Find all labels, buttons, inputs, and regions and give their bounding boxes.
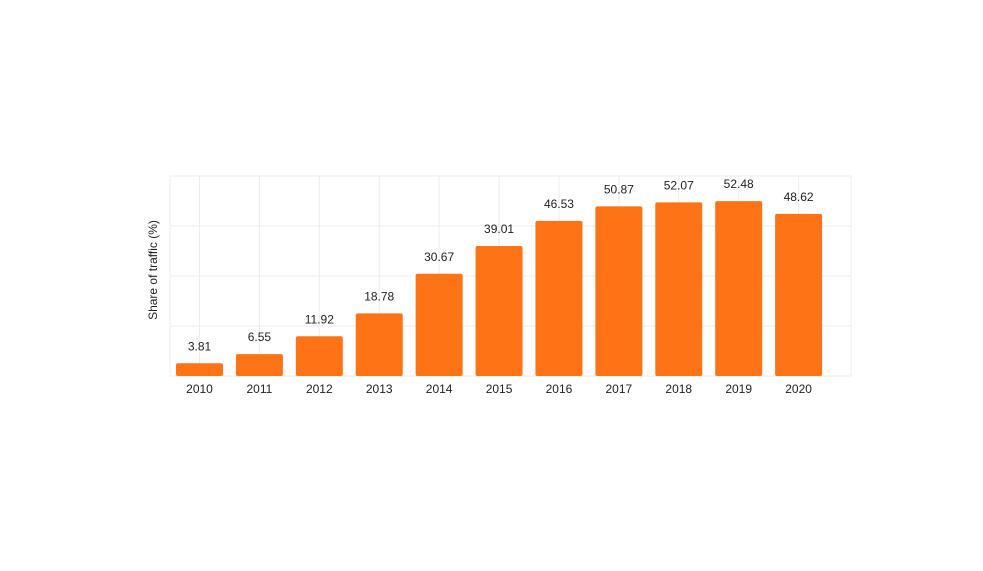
data-label-2018: 52.07 — [664, 178, 694, 192]
data-label-2017: 50.87 — [604, 182, 634, 196]
bar-2014[interactable] — [415, 273, 463, 376]
bar-2013[interactable] — [355, 313, 403, 376]
bar-2020[interactable] — [775, 213, 823, 376]
bar-2010[interactable] — [176, 363, 223, 376]
bar-2017[interactable] — [595, 206, 643, 376]
bar-2011[interactable] — [235, 354, 283, 376]
data-label-2020: 48.62 — [784, 190, 814, 204]
bar-2015[interactable] — [475, 245, 523, 376]
x-tick-label-2016: 2016 — [546, 382, 573, 396]
bar-2012[interactable] — [295, 336, 343, 376]
data-label-2019: 52.48 — [724, 177, 754, 191]
x-tick-label-2014: 2014 — [426, 382, 453, 396]
x-tick-label-2011: 2011 — [247, 382, 273, 396]
x-tick-label-2015: 2015 — [486, 382, 513, 396]
data-label-2012: 11.92 — [305, 312, 334, 326]
x-tick-label-2018: 2018 — [665, 382, 692, 396]
data-label-2016: 46.53 — [544, 197, 574, 211]
data-label-2011: 6.55 — [248, 330, 272, 344]
bar-2018[interactable] — [655, 202, 703, 376]
data-label-2013: 18.78 — [364, 289, 394, 303]
x-tick-label-2012: 2012 — [306, 382, 333, 396]
x-tick-label-2010: 2010 — [186, 382, 213, 396]
x-tick-label-2017: 2017 — [606, 382, 633, 396]
data-label-2010: 3.81 — [188, 339, 212, 353]
y-axis-title: Share of traffic (%) — [146, 220, 160, 320]
x-tick-label-2020: 2020 — [785, 382, 812, 396]
data-labels: 3.81 6.55 11.92 18.78 30.67 39.01 46.53 50.87 52… — [188, 177, 814, 353]
bar-2016[interactable] — [535, 220, 583, 376]
data-label-2015: 39.01 — [484, 222, 514, 236]
x-tick-label-2019: 2019 — [725, 382, 752, 396]
bars — [176, 201, 823, 376]
x-axis-ticks: 2010 2011 2012 2013 2014 2015 2016 2017 2018 2019… — [186, 382, 812, 396]
data-label-2014: 30.67 — [424, 250, 454, 264]
bar-2019[interactable] — [715, 201, 763, 376]
x-tick-label-2013: 2013 — [366, 382, 393, 396]
